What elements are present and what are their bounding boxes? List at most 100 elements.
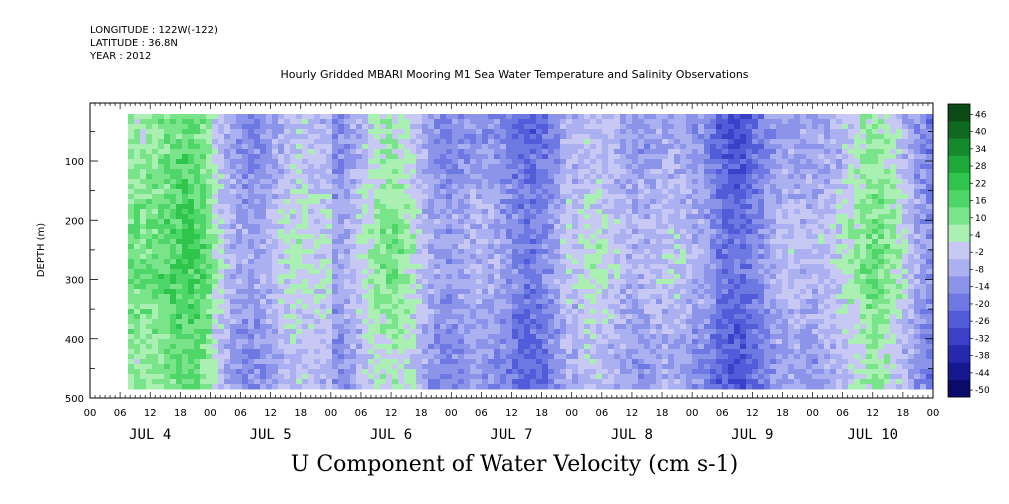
heatmap-cell <box>272 129 279 135</box>
heatmap-cell <box>476 204 483 210</box>
heatmap-cell <box>362 294 369 300</box>
heatmap-cell <box>380 114 387 120</box>
heatmap-cell <box>308 294 315 300</box>
heatmap-cell <box>290 334 297 340</box>
heatmap-cell <box>344 364 351 370</box>
heatmap-cell <box>146 354 153 360</box>
heatmap-cell <box>584 314 591 320</box>
heatmap-cell <box>194 114 201 120</box>
heatmap-cell <box>464 169 471 175</box>
heatmap-cell <box>620 264 627 270</box>
heatmap-cell <box>398 344 405 350</box>
heatmap-cell <box>230 134 237 140</box>
heatmap-cell <box>134 239 141 245</box>
heatmap-cell <box>374 224 381 230</box>
heatmap-cell <box>158 289 165 295</box>
heatmap-cell <box>578 149 585 155</box>
heatmap-cell <box>320 274 327 280</box>
heatmap-cell <box>296 169 303 175</box>
heatmap-cell <box>374 334 381 340</box>
heatmap-cell <box>512 134 519 140</box>
heatmap-cell <box>422 359 429 365</box>
heatmap-cell <box>326 384 333 390</box>
heatmap-cell <box>410 234 417 240</box>
heatmap-cell <box>434 179 441 185</box>
heatmap-cell <box>278 309 285 315</box>
heatmap-cell <box>128 219 135 225</box>
heatmap-cell <box>176 274 183 280</box>
heatmap-cell <box>620 239 627 245</box>
heatmap-cell <box>170 289 177 295</box>
heatmap-cell <box>584 239 591 245</box>
heatmap-cell <box>344 339 351 345</box>
heatmap-cell <box>596 114 603 120</box>
heatmap-cell <box>260 349 267 355</box>
heatmap-cell <box>260 134 267 140</box>
heatmap-cell <box>410 279 417 285</box>
heatmap-cell <box>392 364 399 370</box>
heatmap-cell <box>176 339 183 345</box>
heatmap-cell <box>404 214 411 220</box>
heatmap-cell <box>440 184 447 190</box>
heatmap-cell <box>170 299 177 305</box>
heatmap-cell <box>326 169 333 175</box>
heatmap-cell <box>200 199 207 205</box>
heatmap-cell <box>476 229 483 235</box>
heatmap-cell <box>140 269 147 275</box>
heatmap-cell <box>482 134 489 140</box>
heatmap-cell <box>182 264 189 270</box>
heatmap-cell <box>242 134 249 140</box>
heatmap-cell <box>572 309 579 315</box>
heatmap-cell <box>320 129 327 135</box>
heatmap-cell <box>362 124 369 130</box>
heatmap-cell <box>350 209 357 215</box>
heatmap-cell <box>650 259 657 265</box>
heatmap-cell <box>446 349 453 355</box>
heatmap-cell <box>560 219 567 225</box>
heatmap-cell <box>290 264 297 270</box>
heatmap-cell <box>422 144 429 150</box>
heatmap-cell <box>458 319 465 325</box>
heatmap-cell <box>314 159 321 165</box>
heatmap-cell <box>284 114 291 120</box>
heatmap-cell <box>536 364 543 370</box>
heatmap-cell <box>182 164 189 170</box>
heatmap-cell <box>608 294 615 300</box>
heatmap-cell <box>554 149 561 155</box>
heatmap-cell <box>494 179 501 185</box>
heatmap-cell <box>554 299 561 305</box>
heatmap-cell <box>278 304 285 310</box>
heatmap-cell <box>578 344 585 350</box>
heatmap-cell <box>218 299 225 305</box>
heatmap-cell <box>620 229 627 235</box>
heatmap-cell <box>608 184 615 190</box>
heatmap-cell <box>326 209 333 215</box>
heatmap-cell <box>200 234 207 240</box>
heatmap-cell <box>134 214 141 220</box>
heatmap-cell <box>350 304 357 310</box>
heatmap-cell <box>398 114 405 120</box>
heatmap-cell <box>470 174 477 180</box>
heatmap-cell <box>284 279 291 285</box>
heatmap-cell <box>260 324 267 330</box>
heatmap-cell <box>554 334 561 340</box>
heatmap-cell <box>512 284 519 290</box>
heatmap-cell <box>164 139 171 145</box>
heatmap-cell <box>512 374 519 380</box>
heatmap-cell <box>464 344 471 350</box>
heatmap-cell <box>188 254 195 260</box>
heatmap-cell <box>380 289 387 295</box>
heatmap-cell <box>320 179 327 185</box>
heatmap-cell <box>662 259 669 265</box>
heatmap-cell <box>614 274 621 280</box>
heatmap-cell <box>356 339 363 345</box>
heatmap-cell <box>194 279 201 285</box>
heatmap-cell <box>140 289 147 295</box>
heatmap-cell <box>530 364 537 370</box>
heatmap-cell <box>380 259 387 265</box>
heatmap-cell <box>404 114 411 120</box>
heatmap-cell <box>524 179 531 185</box>
heatmap-cell <box>428 139 435 145</box>
heatmap-cell <box>296 274 303 280</box>
heatmap-cell <box>386 219 393 225</box>
